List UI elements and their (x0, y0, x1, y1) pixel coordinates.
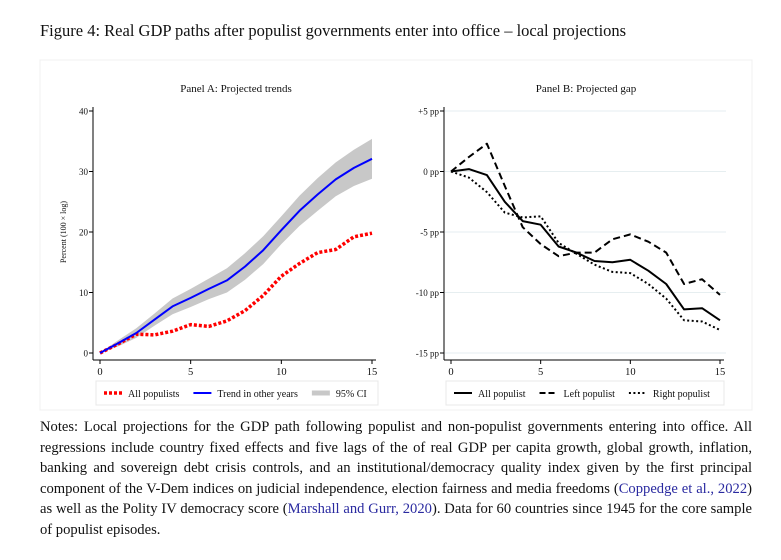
y-tick-label: -10 pp (416, 288, 440, 298)
figure-notes: Notes: Local projections for the GDP pat… (40, 417, 752, 540)
citation-link[interactable]: Marshall and Gurr, 2020 (287, 501, 432, 517)
legend-label: All populist (478, 389, 526, 400)
y-tick-label: -15 pp (416, 349, 440, 359)
notes-text: ) as well as the Polity IV democracy sco… (40, 480, 752, 518)
y-tick-label: 0 pp (423, 167, 439, 177)
figure-frame (39, 59, 753, 411)
y-tick-label: 10 (79, 288, 89, 298)
ci-band (100, 138, 372, 353)
panel-b-title: Panel B: Projected gap (536, 83, 637, 95)
notes-text: ). Data for 60 countries since 1945 for … (40, 501, 752, 538)
legend-label: Left populist (564, 389, 616, 400)
legend-label: Trend in other years (217, 389, 298, 400)
legend-label: Right populist (653, 389, 710, 400)
citation-link[interactable]: Coppedge et al., 2022 (618, 480, 748, 497)
series-line-trend-in-other-years (99, 157, 373, 354)
y-tick-label: 0 (84, 349, 89, 359)
legend-box (95, 380, 379, 406)
x-tick-label: 5 (538, 367, 543, 378)
series-line-all-populist (450, 168, 721, 322)
x-tick-label: 10 (276, 367, 287, 378)
panel-a: Panel A: Projected trends Percent (100 ×… (59, 83, 379, 406)
x-tick-label: 15 (367, 367, 378, 378)
panel-b: Panel B: Projected gap +5 pp 0 pp -5 pp -10… (416, 83, 726, 406)
legend-box (445, 380, 725, 406)
series-line-right-populist (450, 170, 721, 331)
notes-text: Notes: Local projections for the GDP pat… (40, 419, 752, 497)
legend-label: All populists (128, 389, 180, 400)
y-tick-label: -5 pp (420, 228, 439, 238)
series-line-all-populists (99, 231, 373, 355)
figure: Panel A: Projected trends Percent (100 ×… (39, 59, 753, 411)
x-tick-label: 5 (188, 367, 193, 378)
y-tick-label: 20 (79, 228, 89, 238)
x-tick-label: 0 (97, 367, 102, 378)
figure-title: Figure 4: Real GDP paths after populist … (40, 21, 627, 40)
y-tick-label: +5 pp (418, 107, 439, 117)
panel-a-ylabel: Percent (100 × log) (59, 201, 68, 263)
series-line-left-populist (450, 142, 721, 296)
x-tick-label: 15 (715, 367, 726, 378)
panel-a-title: Panel A: Projected trends (180, 83, 292, 95)
y-tick-label: 30 (79, 167, 89, 177)
x-tick-label: 10 (625, 367, 636, 378)
x-tick-label: 0 (448, 367, 453, 378)
legend-label: 95% CI (336, 389, 367, 400)
y-tick-label: 40 (79, 107, 89, 117)
